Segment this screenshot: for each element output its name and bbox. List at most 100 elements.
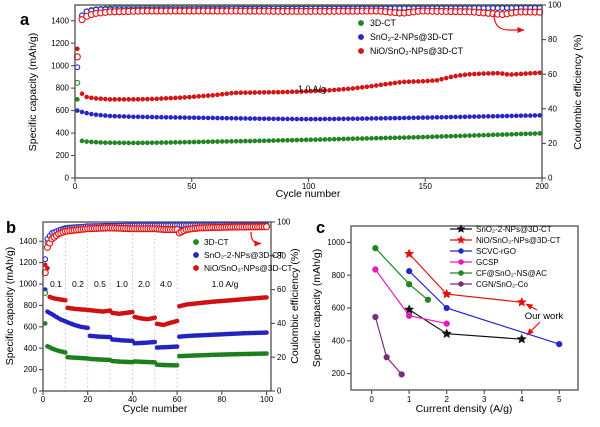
series-a-cap-nio (74, 46, 543, 102)
legend-a: 3D-CT SnO₂-2-NPs@3D-CT NiO/SnO₂-NPs@3D-CT (357, 18, 464, 56)
svg-text:4: 4 (519, 395, 524, 404)
legend-marker-icon (357, 47, 365, 55)
svg-text:150: 150 (419, 182, 433, 191)
svg-text:1400: 1400 (19, 237, 37, 246)
svg-text:100: 100 (302, 182, 316, 191)
svg-text:200: 200 (332, 369, 346, 378)
svg-text:0: 0 (33, 387, 38, 396)
annotation-text: Our work (525, 311, 564, 322)
legend-label: SnO₂-2-NPs@3D-CT (204, 250, 283, 260)
annotation-text: 2.0 (138, 279, 150, 289)
y2-axis-label: Coulombic efficiency (%) (572, 34, 584, 149)
annotation-text: 0.5 (94, 279, 106, 289)
x-axis: 0 1 2 3 4 5 Current density (A/g) (369, 390, 562, 415)
svg-text:0: 0 (65, 174, 70, 183)
series-a-ce-3dct (74, 4, 543, 86)
svg-text:1: 1 (407, 395, 412, 404)
svg-text:20: 20 (277, 353, 286, 362)
legend-marker-icon (192, 251, 200, 259)
series-a-ce-nio (73, 7, 544, 61)
legend-marker-icon (357, 19, 365, 27)
svg-text:40: 40 (277, 319, 286, 328)
legend-label: 3D-CT (370, 18, 397, 28)
series-c-nio (403, 248, 527, 307)
svg-text:1400: 1400 (51, 16, 69, 25)
svg-text:1200: 1200 (51, 39, 69, 48)
series-c-gcsp (372, 266, 450, 327)
svg-text:60: 60 (277, 285, 286, 294)
legend-label: NiO/SnO₂-NPs@3D-CT (204, 263, 293, 273)
y-axis: 200 400 600 800 1000 Specific capacity (mAh/g… (311, 238, 351, 378)
annotation-text: 1.0 A/g (298, 84, 326, 94)
x-axis: 0 50 100 150 200 Cycle number (73, 178, 549, 200)
svg-text:40: 40 (548, 104, 557, 113)
annotation-arrow-icon (493, 13, 525, 33)
y2-axis: 0 20 40 60 80 100 Coulombic efficiency (%) (271, 218, 301, 396)
svg-text:50: 50 (187, 182, 196, 191)
legend-label: CF@SnO₂-NS@AC (476, 269, 547, 278)
svg-text:0: 0 (73, 182, 78, 191)
svg-text:1000: 1000 (327, 238, 345, 247)
svg-text:20: 20 (548, 139, 557, 148)
legend-b: 3D-CT SnO₂-2-NPs@3D-CT NiO/SnO₂-NPs@3D-CT (192, 237, 293, 273)
svg-text:0: 0 (277, 387, 282, 396)
svg-text:200: 200 (535, 182, 549, 191)
svg-text:600: 600 (332, 304, 346, 313)
series-a-cap-sno (74, 108, 543, 122)
svg-text:80: 80 (217, 395, 226, 404)
annotation-text: 4.0 (160, 279, 172, 289)
svg-text:80: 80 (277, 251, 286, 260)
svg-text:600: 600 (24, 322, 38, 331)
series-a-ce-sno (74, 4, 543, 71)
y2-axis-label: Coulombic efficiency (%) (289, 248, 301, 363)
panel-label-a: a (20, 11, 30, 29)
svg-text:400: 400 (56, 129, 70, 138)
series-b-cap-nio (42, 262, 269, 328)
legend-label: GCSP (476, 258, 499, 267)
annotations-b: 0.1 0.2 0.5 1.0 2.0 4.0 1.0 A/g (50, 231, 262, 289)
series-c-scvc (405, 267, 563, 348)
svg-text:1000: 1000 (19, 280, 37, 289)
svg-text:800: 800 (24, 301, 38, 310)
annotation-arrow-icon (525, 303, 538, 311)
x-axis-label: Cycle number (123, 403, 188, 415)
legend-label: CGN/SnO₂-Co (476, 280, 529, 289)
series-b-ce-nio (41, 223, 271, 277)
annotations-a: 1.0 A/g (298, 13, 525, 94)
legend-marker-icon (192, 238, 200, 246)
svg-text:0: 0 (41, 395, 46, 404)
svg-text:80: 80 (548, 35, 557, 44)
legend-label: NiO/SnO₂-NPs@3D-CT (476, 236, 561, 245)
x-axis-label: Cycle number (276, 188, 341, 200)
annotation-text: 1.0 A/g (212, 279, 239, 289)
svg-text:0: 0 (548, 174, 553, 183)
annotation-arrow-icon (250, 231, 262, 247)
svg-text:1000: 1000 (51, 61, 69, 70)
y-axis-label: Specific capacity (mAh/g) (311, 249, 323, 367)
legend-label: 3D-CT (204, 237, 229, 247)
svg-text:600: 600 (56, 106, 70, 115)
series-c-cf (372, 244, 432, 304)
series-c-cgn (372, 313, 405, 378)
annotation-text: 0.1 (50, 279, 62, 289)
svg-text:1200: 1200 (19, 258, 37, 267)
panel-c: 0 1 2 3 4 5 Current density (A/g) 200 400 600 800 1… (311, 219, 579, 415)
series-b-cap-sno (42, 287, 269, 351)
svg-text:100: 100 (277, 218, 291, 227)
series-layer (41, 222, 271, 368)
y-axis-label: Specific capacity (mAh/g) (27, 33, 39, 151)
x-axis-label: Current density (A/g) (416, 403, 513, 415)
series-layer (372, 244, 563, 378)
plot-frame (42, 221, 272, 392)
svg-text:60: 60 (548, 70, 557, 79)
svg-text:400: 400 (24, 344, 38, 353)
legend-marker-icon (192, 264, 200, 272)
annotation-arrow-icon (526, 321, 541, 336)
legend-label: SCVC-rGO (476, 247, 516, 256)
svg-text:5: 5 (557, 395, 562, 404)
panel-label-b: b (6, 219, 16, 237)
